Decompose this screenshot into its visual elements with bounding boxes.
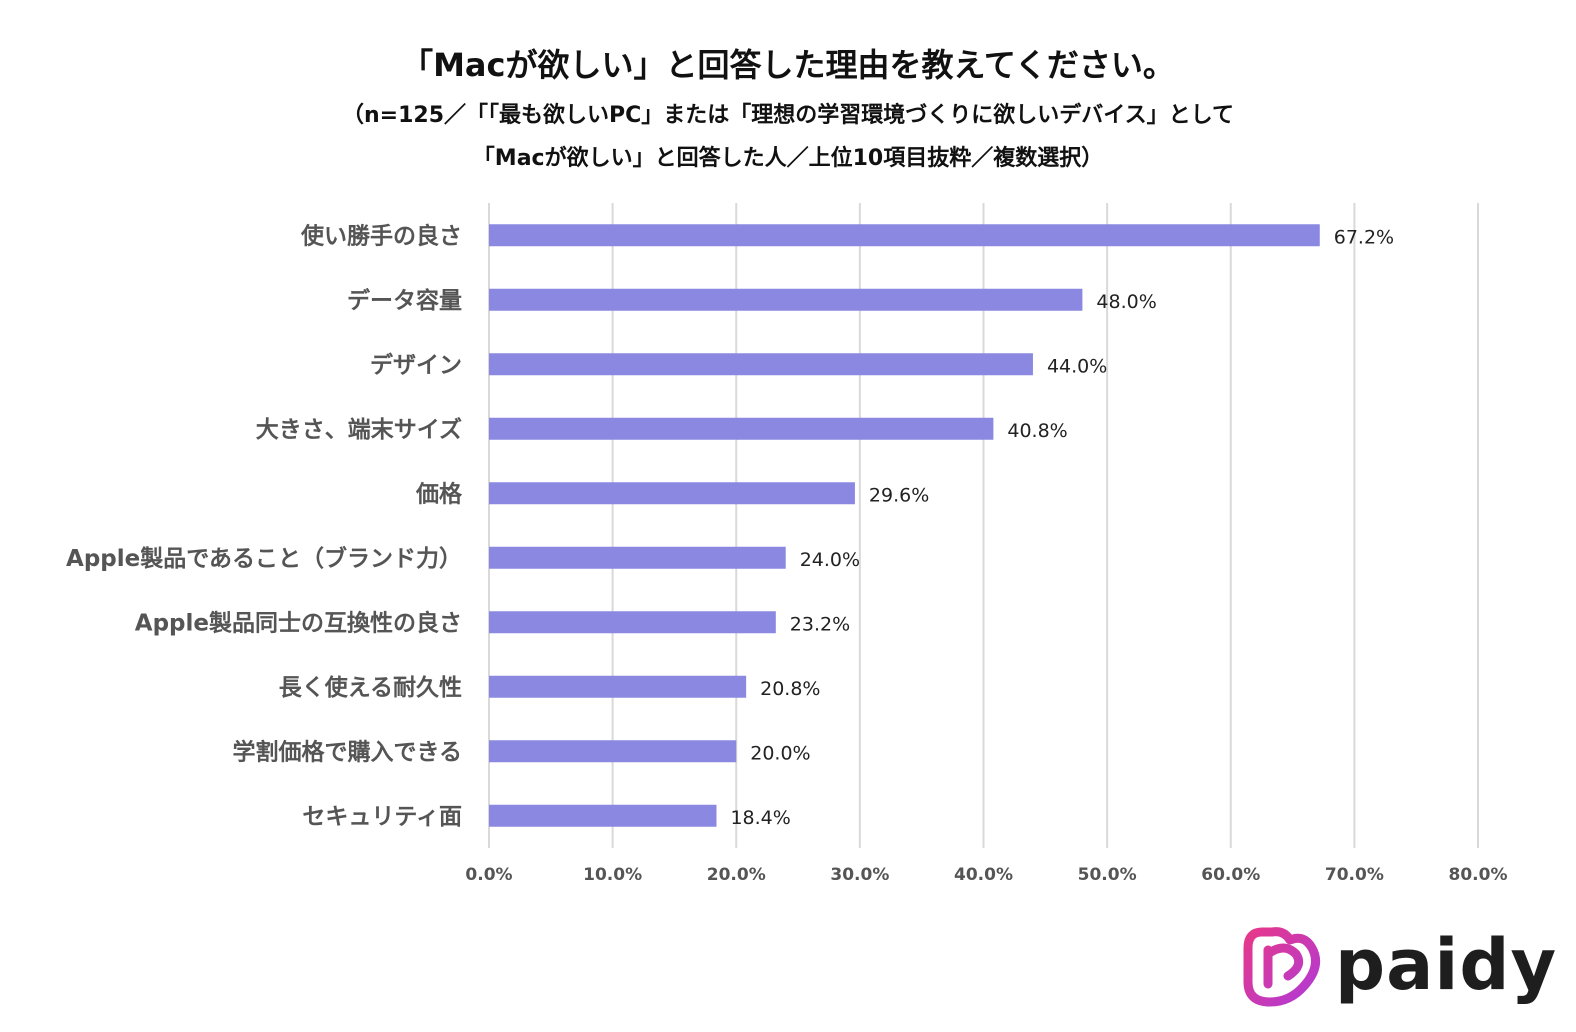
value-label: 44.0% [1047, 355, 1107, 377]
bar [489, 611, 776, 634]
bar [489, 482, 855, 505]
x-tick-label: 20.0% [707, 865, 766, 885]
category-label: 価格 [415, 480, 463, 507]
chart-subtitle-line-2: 「Macが欲しい」と回答した人／上位10項目抜粋／複数選択） [472, 146, 1104, 171]
x-tick-label: 60.0% [1201, 865, 1260, 885]
value-label: 48.0% [1096, 291, 1156, 313]
bar [489, 224, 1320, 247]
category-label: 学割価格で購入できる [232, 738, 462, 765]
x-tick-label: 80.0% [1449, 865, 1508, 885]
category-label: 大きさ、端末サイズ [256, 416, 462, 443]
category-label: セキュリティ面 [302, 804, 462, 830]
paidy-logo: paidy [1240, 920, 1556, 1010]
x-tick-label: 50.0% [1078, 865, 1137, 885]
value-label: 29.6% [869, 484, 929, 506]
x-tick-label: 10.0% [583, 865, 642, 885]
paidy-wordmark: paidy [1335, 924, 1558, 1006]
category-label: データ容量 [347, 287, 462, 314]
bar [489, 417, 994, 440]
category-label: Apple製品同士の互換性の良さ [135, 609, 462, 636]
category-label: 長く使える耐久性 [279, 674, 462, 701]
x-tick-label: 30.0% [830, 865, 889, 885]
value-label: 67.2% [1334, 226, 1394, 248]
chart-subtitle-line-1: （n=125／「「最も欲しいPC」または「理想の学習環境づくりに欲しいデバイス」… [342, 103, 1234, 128]
bar [489, 353, 1033, 376]
value-label: 40.8% [1007, 420, 1067, 442]
category-label: Apple製品であること（ブランド力） [66, 545, 462, 572]
value-label: 20.8% [760, 678, 820, 700]
bar [489, 288, 1083, 311]
bar [489, 675, 747, 698]
paidy-mark-icon [1243, 927, 1321, 1007]
bar [489, 804, 717, 827]
x-tick-label: 70.0% [1325, 865, 1384, 885]
category-label: 使い勝手の良さ [300, 222, 462, 249]
category-label: デザイン [370, 351, 462, 378]
value-label: 20.0% [750, 742, 810, 764]
bar [489, 740, 737, 763]
value-label: 24.0% [800, 549, 860, 571]
bar [489, 546, 786, 569]
chart-title: 「Macが欲しい」と回答した理由を教えてください。 [401, 46, 1175, 84]
value-label: 23.2% [790, 613, 850, 635]
x-tick-label: 0.0% [465, 865, 512, 885]
x-tick-label: 40.0% [954, 865, 1013, 885]
value-label: 18.4% [730, 807, 790, 829]
